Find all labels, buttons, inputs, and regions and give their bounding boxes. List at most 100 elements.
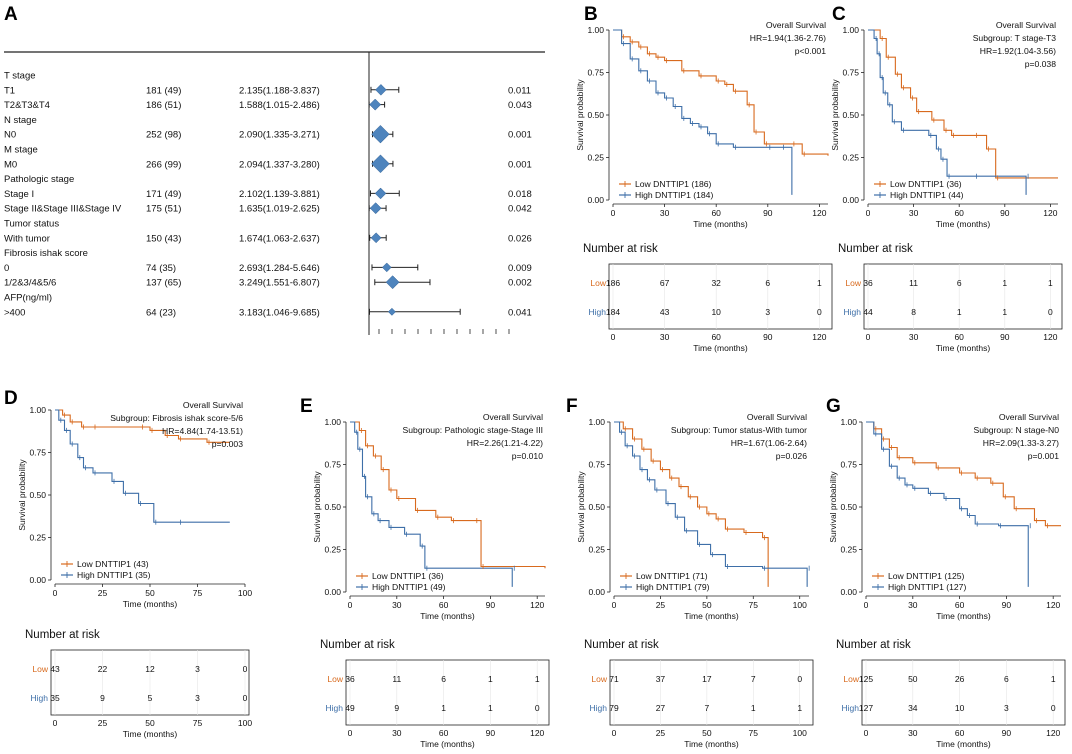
- forest-estimate-marker: [370, 232, 382, 244]
- forest-row-label: With tumor: [4, 233, 50, 244]
- x-tick-label: 0: [866, 208, 871, 218]
- risk-x-tick-label: 90: [486, 728, 496, 738]
- y-tick-label: 1.00: [324, 417, 341, 427]
- risk-x-axis-label: Time (months): [420, 739, 475, 749]
- risk-low-count: 32: [711, 278, 721, 288]
- forest-row-label: 1/2&3/4&5/6: [4, 278, 56, 289]
- risk-x-axis-label: Time (months): [936, 739, 991, 749]
- risk-row-label-low: Low: [845, 278, 861, 288]
- forest-row-p: 0.001: [508, 159, 532, 170]
- legend-high-label: High DNTTIP1 (35): [77, 570, 151, 580]
- legend-high-label: High DNTTIP1 (49): [372, 582, 446, 592]
- hazard-ratio: HR=1.94(1.36-2.76): [750, 33, 826, 43]
- forest-group-row: T stage: [4, 71, 36, 82]
- forest-estimate-marker: [369, 202, 382, 215]
- plot-title: Overall Survival: [183, 400, 243, 410]
- high-dnttip1-curve: [868, 29, 1027, 195]
- legend-low-label: Low DNTTIP1 (125): [888, 571, 965, 581]
- forest-estimate-marker: [375, 84, 387, 96]
- x-tick-label: 30: [908, 600, 918, 610]
- x-tick-label: 60: [711, 208, 721, 218]
- y-axis-label: Survival probability: [576, 471, 586, 543]
- x-tick-label: 0: [612, 600, 617, 610]
- risk-x-tick-label: 30: [908, 728, 918, 738]
- risk-low-count: 22: [98, 664, 108, 674]
- x-tick-label: 0: [864, 600, 869, 610]
- risk-high-count: 1: [797, 703, 802, 713]
- y-tick-label: 0.25: [840, 545, 857, 555]
- risk-x-tick-label: 30: [660, 332, 670, 342]
- y-tick-label: 0.50: [588, 502, 605, 512]
- risk-high-count: 3: [1004, 703, 1009, 713]
- risk-row-label-high: High: [31, 693, 49, 703]
- risk-low-count: 1: [1051, 674, 1056, 684]
- plot-title: Overall Survival: [766, 20, 826, 30]
- high-dnttip1-curve: [613, 29, 793, 195]
- risk-high-count: 184: [606, 307, 620, 317]
- forest-row-label: 0: [4, 263, 9, 274]
- y-tick-label: 1.00: [587, 25, 604, 35]
- forest-row-n: 137 (65): [146, 278, 181, 289]
- forest-rows: T stage T1 181 (49) 2.135(1.188-3.837) 0.011…: [4, 71, 532, 319]
- forest-row-n: 64 (23): [146, 307, 176, 318]
- low-dnttip1-curve: [55, 409, 230, 443]
- risk-low-count: 6: [441, 674, 446, 684]
- risk-high-count: 79: [609, 703, 619, 713]
- risk-high-count: 3: [195, 693, 200, 703]
- subgroup-label: Subgroup: Fibrosis ishak score-5/6: [110, 413, 243, 423]
- risk-low-count: 11: [909, 278, 918, 288]
- risk-row-label-low: Low: [32, 664, 48, 674]
- forest-row-p: 0.009: [508, 263, 532, 274]
- x-tick-label: 90: [1000, 208, 1010, 218]
- plot-title: Overall Survival: [999, 412, 1059, 422]
- risk-high-count: 9: [100, 693, 105, 703]
- risk-low-count: 26: [955, 674, 965, 684]
- panel-label: E: [300, 396, 313, 417]
- risk-row-label-high: High: [842, 703, 860, 713]
- x-tick-label: 90: [763, 208, 773, 218]
- risk-high-count: 0: [1051, 703, 1056, 713]
- risk-low-count: 6: [1004, 674, 1009, 684]
- high-dnttip1-curve: [350, 421, 513, 587]
- forest-row-hr: 2.094(1.337-3.280): [239, 159, 320, 170]
- risk-high-count: 8: [911, 307, 916, 317]
- p-value: p=0.026: [776, 451, 808, 461]
- x-tick-label: 120: [530, 600, 544, 610]
- risk-x-tick-label: 25: [98, 718, 108, 728]
- forest-row-hr: 3.249(1.551-6.807): [239, 278, 320, 289]
- risk-low-count: 186: [606, 278, 620, 288]
- forest-row: 0 74 (35) 2.693(1.284-5.646) 0.009: [4, 262, 532, 274]
- risk-row-label-low: Low: [327, 674, 343, 684]
- y-axis-label: Survival probability: [830, 79, 840, 151]
- y-tick-label: 0.00: [29, 575, 46, 585]
- risk-low-count: 1: [1002, 278, 1007, 288]
- risk-x-tick-label: 0: [611, 332, 616, 342]
- y-tick-label: 0.00: [587, 195, 604, 205]
- panel-label-a: A: [4, 4, 18, 25]
- x-tick-label: 100: [793, 600, 807, 610]
- x-axis-label: Time (months): [420, 611, 475, 621]
- forest-row-label: T2&T3&T4: [4, 100, 50, 111]
- forest-row-hr: 2.102(1.139-3.881): [239, 189, 320, 200]
- forest-estimate-marker: [371, 154, 390, 174]
- risk-low-count: 36: [345, 674, 355, 684]
- risk-low-count: 17: [702, 674, 712, 684]
- risk-x-tick-label: 100: [238, 718, 252, 728]
- forest-row-label: T stage: [4, 71, 36, 82]
- plot-title: Overall Survival: [483, 412, 543, 422]
- hazard-ratio: HR=2.09(1.33-3.27): [983, 438, 1059, 448]
- risk-table-title: Number at risk: [320, 639, 395, 651]
- forest-estimate-marker: [381, 262, 392, 273]
- x-tick-label: 0: [348, 600, 353, 610]
- legend-low-label: Low DNTTIP1 (43): [77, 559, 149, 569]
- risk-x-tick-label: 50: [145, 718, 155, 728]
- forest-row: N0 252 (98) 2.090(1.335-3.271) 0.001: [4, 124, 532, 144]
- risk-x-tick-label: 120: [812, 332, 826, 342]
- x-tick-label: 120: [1043, 208, 1057, 218]
- forest-row-hr: 1.635(1.019-2.625): [239, 204, 320, 215]
- risk-x-axis-label: Time (months): [693, 343, 748, 353]
